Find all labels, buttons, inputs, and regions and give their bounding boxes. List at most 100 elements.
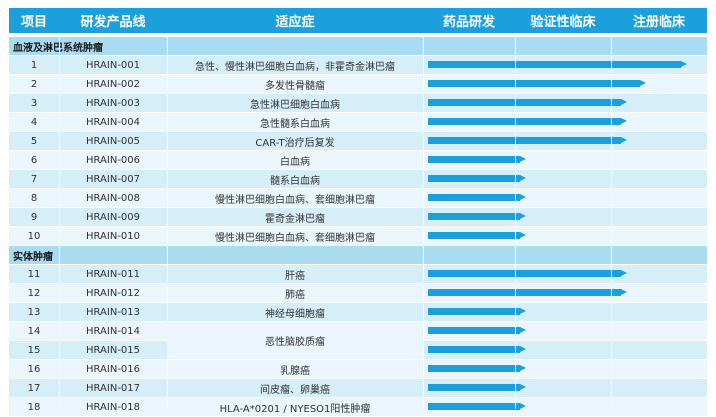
progress-arrow-icon: [520, 194, 526, 200]
row-number: 13: [27, 306, 41, 318]
progress-arrow-icon: [520, 346, 526, 352]
product-code: HRAIN-005: [85, 135, 141, 147]
header-project: 项目: [9, 8, 59, 33]
product-code: HRAIN-014: [85, 325, 141, 337]
row-number: 9: [30, 211, 38, 223]
section-header: 实体肿瘤: [9, 246, 707, 264]
column-divider: [423, 33, 424, 409]
progress-bar: [428, 99, 621, 106]
header-indication: 适应症: [167, 8, 423, 33]
indication: 多发性骨髓瘤: [265, 80, 325, 92]
product-code: HRAIN-012: [85, 287, 141, 299]
product-code: HRAIN-013: [85, 306, 141, 318]
column-divider: [611, 33, 612, 409]
progress-arrow-icon: [621, 289, 627, 295]
header-confirmatory-clinical: 验证性临床: [515, 8, 611, 33]
column-divider: [515, 33, 516, 409]
table-row: 14 HRAIN-014 恶性脑胶质瘤: [9, 322, 707, 359]
table-row: 10 HRAIN-010 慢性淋巴细胞白血病、套细胞淋巴瘤: [9, 227, 707, 245]
progress-arrow-icon: [520, 365, 526, 371]
progress-bar: [428, 365, 520, 372]
progress-bar: [428, 80, 640, 87]
row-number: 1: [30, 59, 38, 71]
progress-bar: [428, 175, 520, 182]
row-number: 12: [27, 287, 41, 299]
header-drug-rd: 药品研发: [423, 8, 515, 33]
progress-arrow-icon: [520, 327, 526, 333]
progress-bar: [428, 213, 520, 220]
progress-arrow-icon: [520, 156, 526, 162]
indication: 乳腺癌: [280, 365, 310, 377]
progress-arrow-icon: [621, 137, 627, 143]
table-row: 4 HRAIN-004 急性髓系白血病: [9, 113, 707, 131]
row-number: 11: [27, 268, 41, 280]
section-header: 血液及淋巴系统肿瘤: [9, 37, 707, 55]
progress-bar: [428, 403, 520, 410]
header-product-line: 研发产品线: [59, 8, 167, 33]
table-row: 8 HRAIN-008 慢性淋巴细胞白血病、套细胞淋巴瘤: [9, 189, 707, 207]
row-number: 5: [30, 135, 38, 147]
product-code: HRAIN-003: [85, 97, 141, 109]
indication: 急性淋巴细胞白血病: [250, 99, 340, 111]
product-code: HRAIN-006: [85, 154, 141, 166]
row-number: 4: [30, 116, 38, 128]
row-number: 18: [27, 401, 41, 413]
progress-bar: [428, 384, 520, 391]
product-code: HRAIN-002: [85, 78, 141, 90]
progress-arrow-icon: [640, 80, 646, 86]
table-row: 13 HRAIN-013 神经母细胞瘤: [9, 303, 707, 321]
indication: 慢性淋巴细胞白血病、套细胞淋巴瘤: [215, 194, 375, 206]
progress-arrow-icon: [520, 308, 526, 314]
progress-bar: [428, 308, 520, 315]
progress-bar: [428, 270, 621, 277]
row-number: 14: [27, 325, 41, 337]
table-row: 12 HRAIN-012 肺癌: [9, 284, 707, 302]
indication: 间皮瘤、卵巢癌: [260, 384, 330, 396]
table-row: 6 HRAIN-006 白血病: [9, 151, 707, 169]
table-row: 5 HRAIN-005 CAR-T治疗后复发: [9, 132, 707, 150]
indication: 髓系白血病: [270, 175, 320, 187]
progress-bar: [428, 156, 520, 163]
product-code: HRAIN-017: [85, 382, 141, 394]
table-row: 7 HRAIN-007 髓系白血病: [9, 170, 707, 188]
indication: 肺癌: [285, 289, 305, 301]
progress-bar: [428, 289, 621, 296]
product-code: HRAIN-015: [85, 344, 141, 356]
progress-bar: [428, 327, 520, 334]
table-row: 9 HRAIN-009 霍奇金淋巴瘤: [9, 208, 707, 226]
indication: 急性、慢性淋巴细胞白血病，非霍奇金淋巴瘤: [195, 61, 395, 73]
progress-arrow-icon: [621, 270, 627, 276]
indication: 慢性淋巴细胞白血病、套细胞淋巴瘤: [215, 232, 375, 244]
row-number: 2: [30, 78, 38, 90]
table-row: 18 HRAIN-018 HLA-A*0201 / NYESO1阳性肿瘤: [9, 398, 707, 416]
column-divider: [59, 33, 60, 409]
indication: 霍奇金淋巴瘤: [265, 213, 325, 225]
product-code: HRAIN-016: [85, 363, 141, 375]
product-code: HRAIN-010: [85, 230, 141, 242]
product-code: HRAIN-018: [85, 401, 141, 413]
progress-bar: [428, 118, 621, 125]
progress-bar: [428, 232, 520, 239]
row-number: 7: [30, 173, 38, 185]
progress-arrow-icon: [520, 384, 526, 390]
progress-arrow-icon: [621, 99, 627, 105]
progress-bar: [428, 346, 520, 353]
table-row: 11 HRAIN-011 肝癌: [9, 265, 707, 283]
indication: 白血病: [280, 156, 310, 168]
progress-arrow-icon: [520, 175, 526, 181]
table-row: 1 HRAIN-001 急性、慢性淋巴细胞白血病，非霍奇金淋巴瘤: [9, 56, 707, 74]
indication: 神经母细胞瘤: [265, 308, 325, 320]
table-row: 17 HRAIN-017 间皮瘤、卵巢癌: [9, 379, 707, 397]
row-number: 10: [27, 230, 41, 242]
indication: 急性髓系白血病: [260, 118, 330, 130]
progress-arrow-icon: [520, 232, 526, 238]
table-row: 3 HRAIN-003 急性淋巴细胞白血病: [9, 94, 707, 112]
product-code: HRAIN-009: [85, 211, 141, 223]
row-number: 16: [27, 363, 41, 375]
table-row: 2 HRAIN-002 多发性骨髓瘤: [9, 75, 707, 93]
row-number: 15: [27, 344, 41, 356]
product-code: HRAIN-011: [85, 268, 141, 280]
indication: HLA-A*0201 / NYESO1阳性肿瘤: [219, 403, 371, 415]
product-code: HRAIN-001: [85, 59, 141, 71]
product-code: HRAIN-007: [85, 173, 141, 185]
